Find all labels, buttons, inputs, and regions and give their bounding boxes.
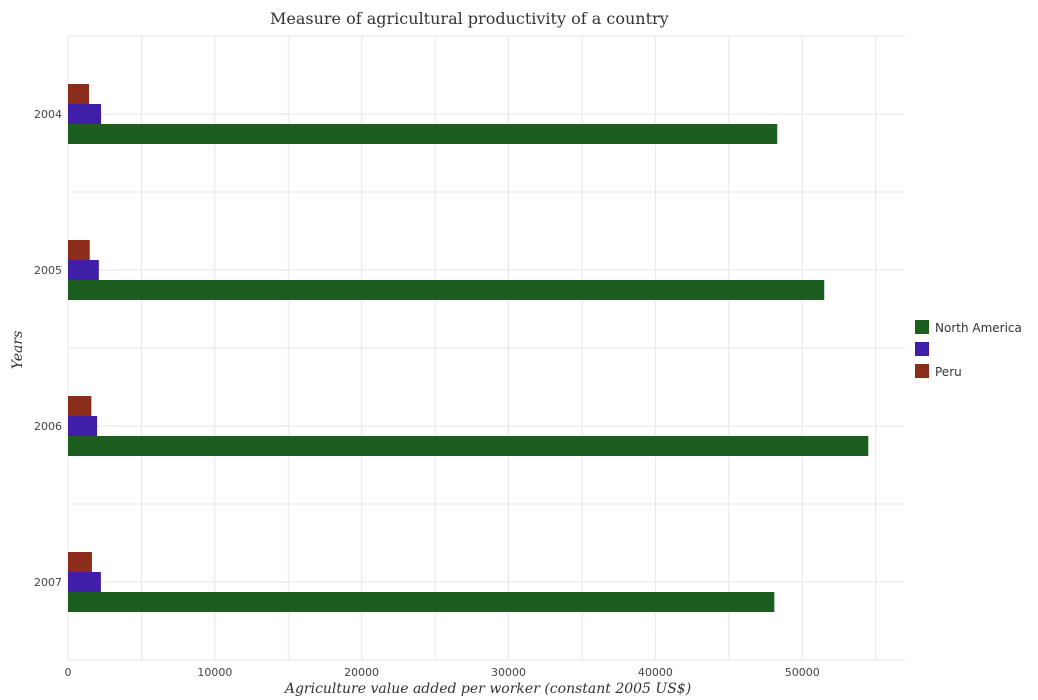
legend-label: North America — [935, 321, 1022, 335]
legend-label: Peru — [935, 365, 962, 379]
bar — [68, 280, 825, 300]
bar — [68, 124, 778, 144]
x-axis-label: Agriculture value added per worker (cons… — [283, 681, 691, 697]
y-tick-label: 2007 — [34, 576, 62, 589]
x-tick-label: 30000 — [491, 666, 526, 679]
bars — [68, 84, 869, 612]
bar — [68, 552, 92, 572]
x-tick-label: 0 — [65, 666, 72, 679]
x-tick-label: 10000 — [197, 666, 232, 679]
x-tick-label: 50000 — [785, 666, 820, 679]
y-tick-labels: 2004 2005 2006 2007 — [34, 108, 62, 589]
x-tick-label: 40000 — [638, 666, 673, 679]
legend-swatch — [915, 320, 929, 334]
y-axis-label: Years — [10, 331, 26, 370]
bar — [68, 416, 98, 436]
x-tick-label: 20000 — [344, 666, 379, 679]
y-tick-label: 2004 — [34, 108, 62, 121]
bar — [68, 572, 101, 592]
bar — [68, 396, 92, 416]
x-tick-labels: 0 10000 20000 30000 40000 50000 — [65, 666, 820, 679]
y-tick-label: 2006 — [34, 420, 62, 433]
legend: North America Peru — [915, 320, 1022, 379]
chart-title: Measure of agricultural productivity of … — [270, 9, 669, 28]
bar — [68, 436, 869, 456]
y-tick-label: 2005 — [34, 264, 62, 277]
bar — [68, 104, 102, 124]
bar — [68, 260, 99, 280]
legend-swatch — [915, 342, 929, 356]
bar — [68, 240, 90, 260]
legend-swatch — [915, 364, 929, 378]
bar — [68, 84, 89, 104]
bar — [68, 592, 775, 612]
